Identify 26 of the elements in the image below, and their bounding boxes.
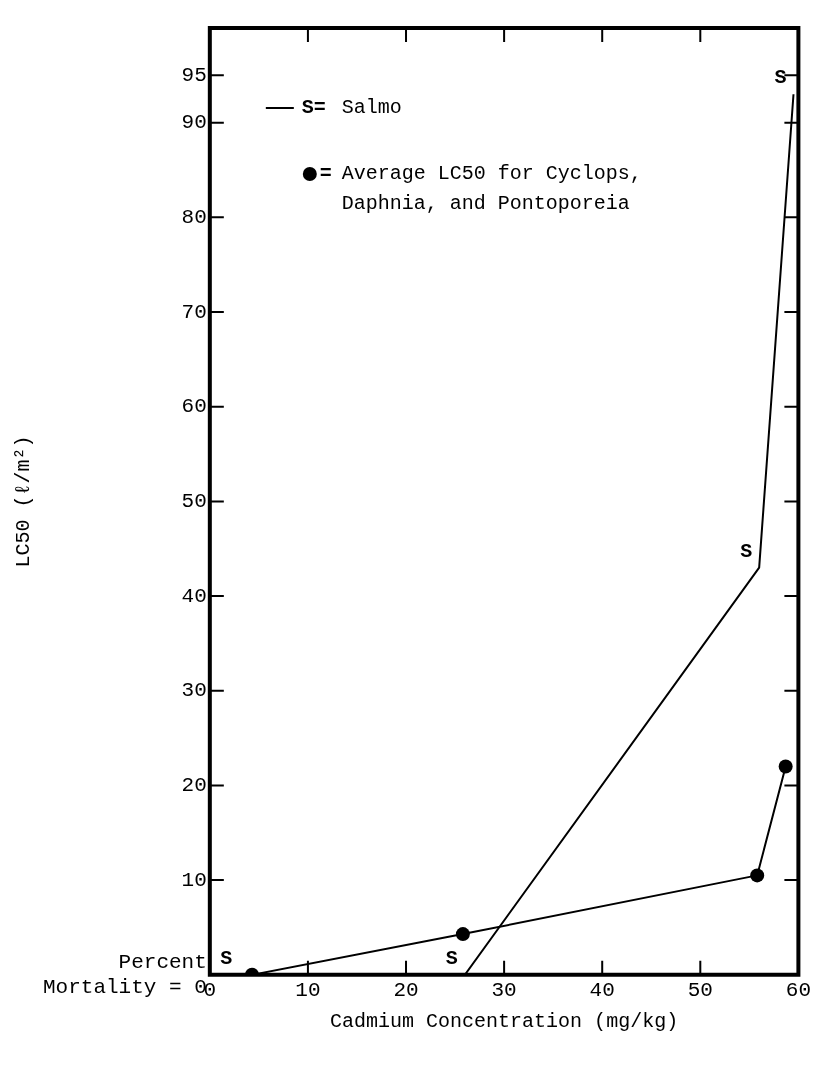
x-tick-label: 60	[785, 978, 812, 1002]
y-tick-label: 80	[181, 205, 207, 229]
y-tick-label: 10	[181, 868, 207, 892]
y-tick-label: 50	[181, 489, 207, 513]
legend-label: Average LC50 for Cyclops, Daphnia, and Pontoporeia	[341, 162, 642, 216]
annotation: S	[774, 66, 787, 90]
y-tick-label: 40	[181, 584, 207, 608]
x-axis-title: Cadmium Concentration (mg/kg)	[330, 1010, 679, 1034]
y-axis-title: LC50 (ℓ/m²)	[12, 435, 36, 568]
y-tick-label: 70	[181, 300, 207, 324]
y-tick-label: 60	[181, 395, 207, 419]
x-tick-label: 40	[589, 978, 615, 1002]
x-tick-label: 10	[295, 978, 321, 1002]
annotation: S	[220, 946, 233, 970]
x-tick-label: 30	[491, 978, 517, 1002]
y-tick-label: 95	[181, 63, 207, 87]
annotation: S	[445, 946, 458, 970]
x-tick-label: 20	[393, 978, 419, 1002]
legend-label: Salmo	[341, 96, 402, 120]
x-tick-label: 50	[687, 978, 713, 1002]
y-tick-label: 20	[181, 774, 207, 797]
y-tick-label: 90	[181, 111, 207, 135]
annotation: S=	[301, 96, 326, 120]
annotation: S	[740, 539, 753, 563]
y-tick-label: 30	[181, 679, 207, 703]
annotation: =	[319, 162, 332, 186]
